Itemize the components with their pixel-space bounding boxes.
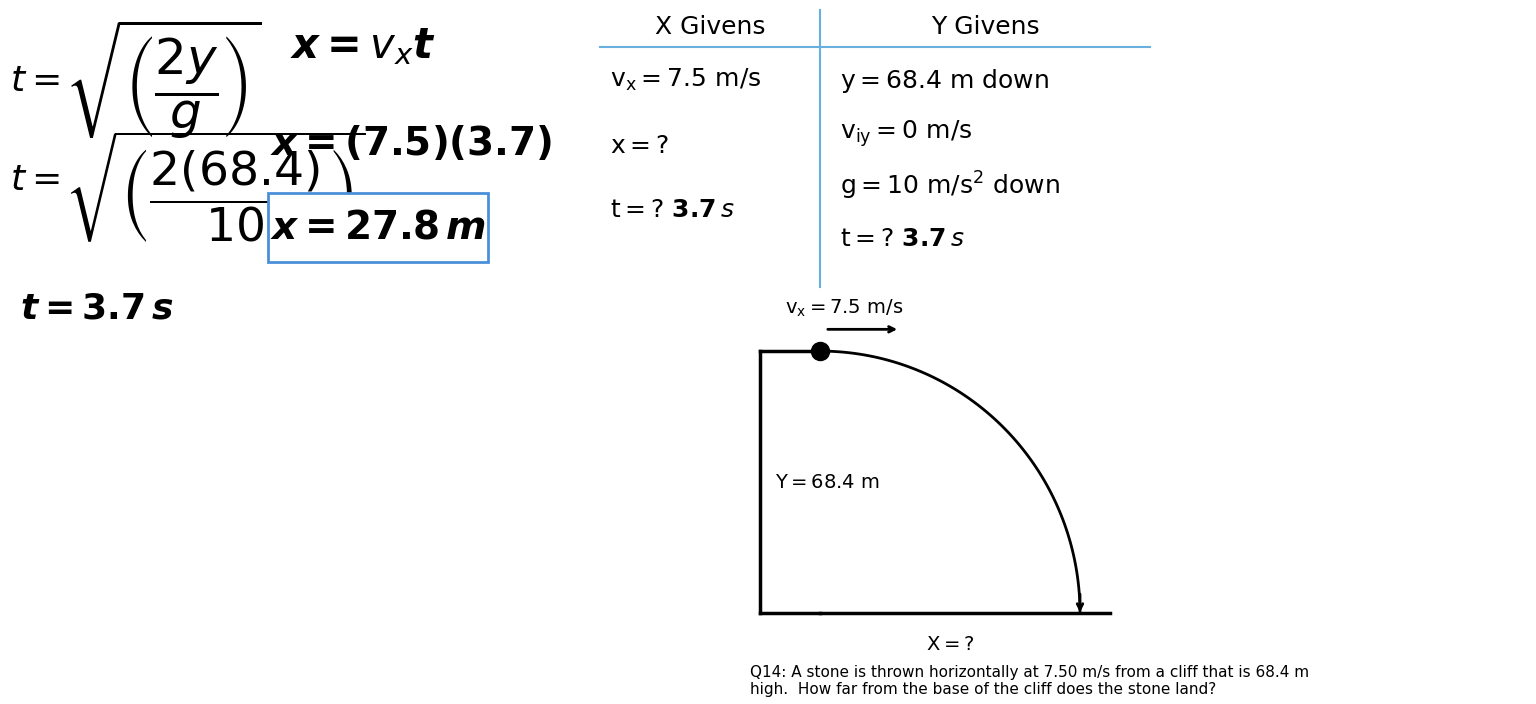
Text: $\boldsymbol{x = 27.8\,m}$: $\boldsymbol{x = 27.8\,m}$ [270,208,485,246]
Text: $\mathrm{v_x = 7.5\ m/s}$: $\mathrm{v_x = 7.5\ m/s}$ [785,298,903,320]
Text: $\mathrm{v_x = 7.5\ m/s}$: $\mathrm{v_x = 7.5\ m/s}$ [610,68,762,94]
Text: Q14: A stone is thrown horizontally at 7.50 m/s from a cliff that is 68.4 m
high: Q14: A stone is thrown horizontally at 7… [750,665,1309,697]
FancyBboxPatch shape [267,193,488,262]
Text: $\mathrm{v_{iy} = 0\ m/s}$: $\mathrm{v_{iy} = 0\ m/s}$ [840,119,972,149]
Text: $\sqrt{\left(\dfrac{2y}{g}\right)}$: $\sqrt{\left(\dfrac{2y}{g}\right)}$ [65,18,261,141]
Text: $\mathrm{X = ?}$: $\mathrm{X = ?}$ [926,635,974,654]
Text: $\mathrm{Y = 68.4\ m}$: $\mathrm{Y = 68.4\ m}$ [776,472,880,491]
Text: $\mathrm{t = ?\ \mathbf{3.7\,\mathit{s}}}$: $\mathrm{t = ?\ \mathbf{3.7\,\mathit{s}}… [840,227,965,251]
Text: $\mathrm{t = ?\ \mathbf{3.7\,\mathit{s}}}$: $\mathrm{t = ?\ \mathbf{3.7\,\mathit{s}}… [610,198,734,222]
Text: $t =$: $t =$ [11,64,60,99]
Text: $\boldsymbol{x = v_x t}$: $\boldsymbol{x = v_x t}$ [290,25,436,67]
Text: Y Givens: Y Givens [931,15,1040,39]
Text: $t =$: $t =$ [11,163,60,197]
Text: $\mathrm{x = ?}$: $\mathrm{x = ?}$ [610,134,670,158]
Text: $\sqrt{\left(\dfrac{2(68.4)}{10}\right)}$: $\sqrt{\left(\dfrac{2(68.4)}{10}\right)}… [65,129,366,244]
Text: $\boldsymbol{t = 3.7\,s}$: $\boldsymbol{t = 3.7\,s}$ [20,291,174,326]
Text: $\mathrm{y = 68.4\ m\ down}$: $\mathrm{y = 68.4\ m\ down}$ [840,68,1049,95]
Text: X Givens: X Givens [654,15,765,39]
Text: $\mathrm{g = 10\ m/s^2\ down}$: $\mathrm{g = 10\ m/s^2\ down}$ [840,170,1060,202]
Text: $\boldsymbol{x = (7.5)(3.7)}$: $\boldsymbol{x = (7.5)(3.7)}$ [270,124,551,163]
